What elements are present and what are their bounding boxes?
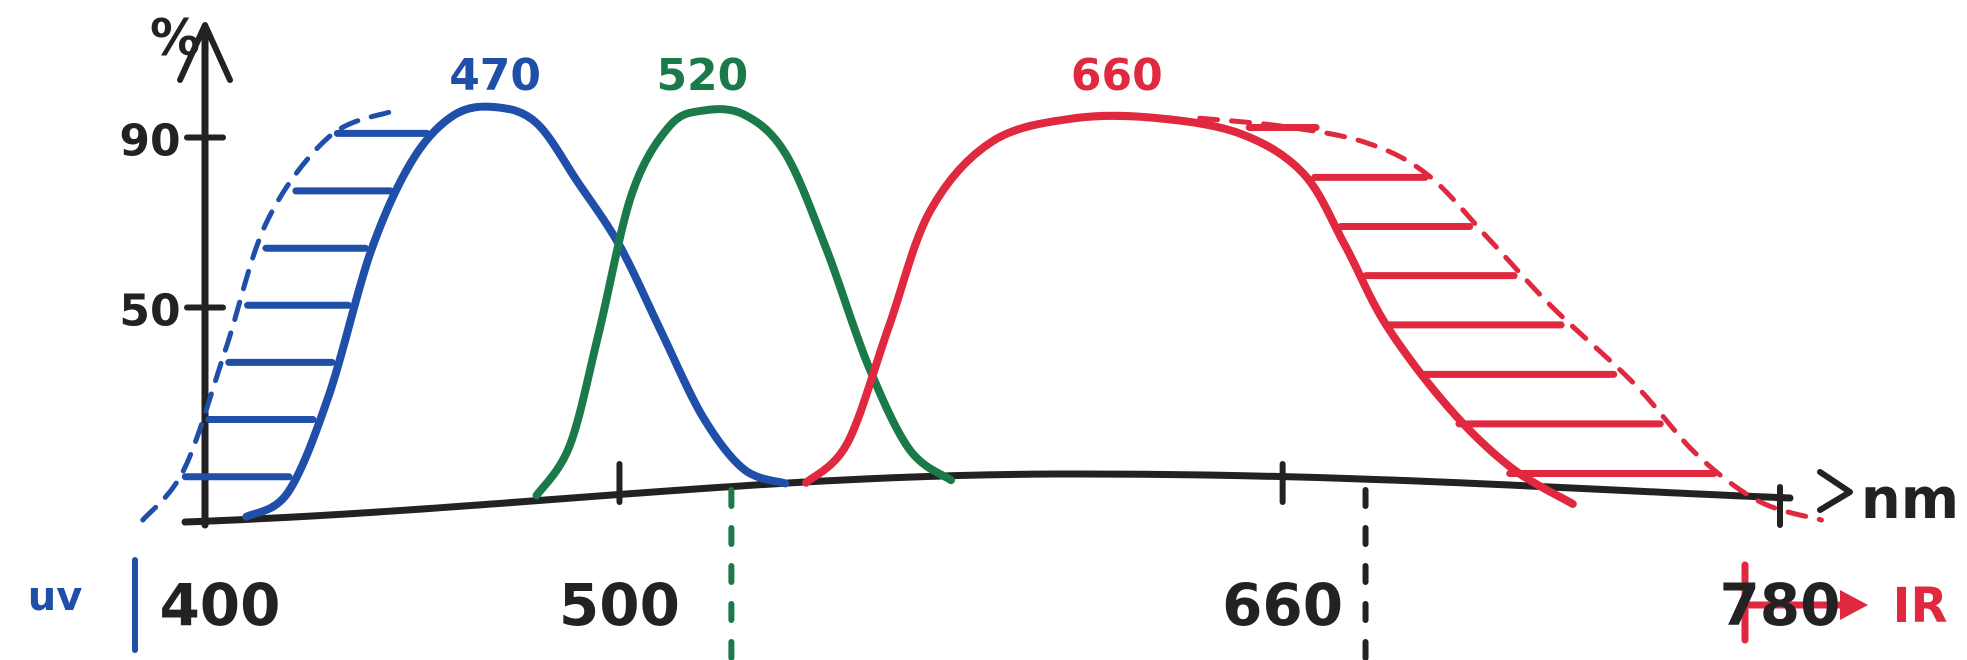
x-tick-label-500: 500 — [559, 571, 680, 639]
x-axis-label: nm — [1861, 467, 1959, 532]
series-line-1 — [140, 108, 395, 523]
series-lines — [140, 102, 1824, 523]
ir-label: IR — [1893, 578, 1948, 634]
series-line-3 — [801, 111, 1577, 508]
x-tick-label-780: 780 — [1719, 571, 1840, 639]
peak-label-660: 660 — [1071, 50, 1163, 101]
y-axis-label: % — [150, 9, 200, 67]
hatch-marks — [181, 123, 1718, 481]
y-axis-arrow — [177, 22, 233, 83]
y-tick-label-50: 50 — [119, 286, 180, 337]
x-tick-label-660: 660 — [1222, 571, 1343, 639]
peak-label-470: 470 — [449, 50, 541, 101]
series-line-2 — [532, 105, 956, 500]
x-axis-line — [181, 470, 1794, 526]
series-line-0 — [242, 102, 790, 521]
y-tick-label-90: 90 — [119, 116, 180, 167]
labels: 400 500 660 780 50 90% nm 470 520 660 uv IR — [28, 9, 1959, 639]
ir-arrow-head — [1840, 590, 1868, 620]
peak-label-520: 520 — [656, 50, 748, 101]
x-axis-arrow — [1817, 469, 1853, 513]
uv-label: uv — [28, 574, 83, 620]
x-tick-label-400: 400 — [159, 571, 280, 639]
series-line-4 — [1197, 115, 1824, 523]
axes — [132, 22, 1868, 660]
